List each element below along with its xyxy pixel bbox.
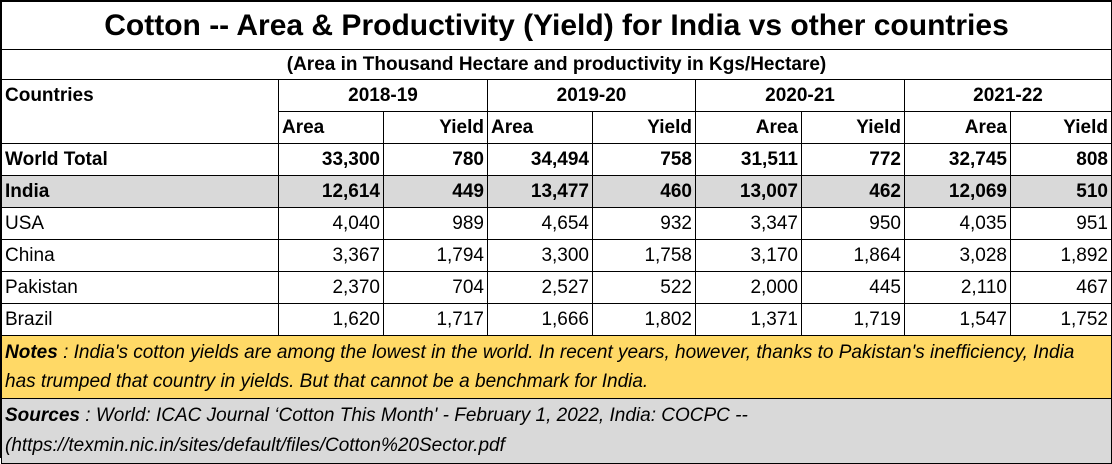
value-cell: 34,494: [487, 143, 593, 176]
value-cell: 950: [801, 207, 905, 240]
value-cell: 1,758: [592, 239, 696, 272]
value-cell: 780: [383, 143, 488, 176]
value-cell: 467: [1010, 271, 1112, 304]
country-cell: India: [1, 175, 279, 208]
value-cell: 13,477: [487, 175, 593, 208]
country-cell: China: [1, 239, 279, 272]
value-cell: 522: [592, 271, 696, 304]
countries-header: Countries: [1, 79, 279, 112]
sources-text: : World: ICAC Journal ‘Cotton This Month…: [5, 405, 748, 456]
value-cell: 462: [801, 175, 905, 208]
year-header-2019-20: 2019-20: [487, 79, 696, 112]
value-cell: 1,752: [1010, 303, 1112, 336]
yield-header: Yield: [383, 111, 488, 144]
table-row: China 3,367 1,794 3,300 1,758 3,170 1,86…: [1, 239, 1112, 272]
table-row: USA 4,040 989 4,654 932 3,347 950 4,035 …: [1, 207, 1112, 240]
countries-header-spacer: [1, 111, 279, 144]
table-row: Brazil 1,620 1,717 1,666 1,802 1,371 1,7…: [1, 303, 1112, 336]
value-cell: 3,028: [904, 239, 1011, 272]
table-row: World Total 33,300 780 34,494 758 31,511…: [1, 143, 1112, 176]
value-cell: 33,300: [278, 143, 384, 176]
country-cell: World Total: [1, 143, 279, 176]
value-cell: 13,007: [695, 175, 802, 208]
value-cell: 989: [383, 207, 488, 240]
yield-header: Yield: [801, 111, 905, 144]
country-cell: Brazil: [1, 303, 279, 336]
value-cell: 951: [1010, 207, 1112, 240]
value-cell: 1,892: [1010, 239, 1112, 272]
notes-block: Notes : India's cotton yields are among …: [1, 335, 1112, 399]
value-cell: 2,527: [487, 271, 593, 304]
value-cell: 12,069: [904, 175, 1011, 208]
value-cell: 3,347: [695, 207, 802, 240]
value-cell: 1,802: [592, 303, 696, 336]
area-header: Area: [695, 111, 802, 144]
year-header-2020-21: 2020-21: [695, 79, 905, 112]
year-header-2021-22: 2021-22: [904, 79, 1112, 112]
sources-label: Sources: [5, 405, 80, 426]
value-cell: 32,745: [904, 143, 1011, 176]
value-cell: 4,035: [904, 207, 1011, 240]
value-cell: 1,666: [487, 303, 593, 336]
value-cell: 1,717: [383, 303, 488, 336]
table-subtitle: (Area in Thousand Hectare and productivi…: [1, 49, 1112, 80]
value-cell: 3,300: [487, 239, 593, 272]
value-cell: 1,719: [801, 303, 905, 336]
area-header: Area: [487, 111, 593, 144]
value-cell: 1,371: [695, 303, 802, 336]
year-header-2018-19: 2018-19: [278, 79, 488, 112]
value-cell: 3,367: [278, 239, 384, 272]
value-cell: 758: [592, 143, 696, 176]
value-cell: 4,654: [487, 207, 593, 240]
value-cell: 460: [592, 175, 696, 208]
value-cell: 1,794: [383, 239, 488, 272]
value-cell: 31,511: [695, 143, 802, 176]
area-header: Area: [278, 111, 384, 144]
value-cell: 3,170: [695, 239, 802, 272]
yield-header: Yield: [1010, 111, 1112, 144]
value-cell: 2,110: [904, 271, 1011, 304]
value-cell: 449: [383, 175, 488, 208]
table-title: Cotton -- Area & Productivity (Yield) fo…: [1, 1, 1112, 50]
value-cell: 1,547: [904, 303, 1011, 336]
country-cell: Pakistan: [1, 271, 279, 304]
area-header: Area: [904, 111, 1011, 144]
value-cell: 704: [383, 271, 488, 304]
value-cell: 1,620: [278, 303, 384, 336]
notes-text: : India's cotton yields are among the lo…: [5, 342, 1075, 392]
value-cell: 445: [801, 271, 905, 304]
value-cell: 12,614: [278, 175, 384, 208]
sources-block: Sources : World: ICAC Journal ‘Cotton Th…: [1, 398, 1112, 464]
table-row-india: India 12,614 449 13,477 460 13,007 462 1…: [1, 175, 1112, 208]
value-cell: 4,040: [278, 207, 384, 240]
notes-label: Notes: [5, 342, 58, 363]
value-cell: 1,864: [801, 239, 905, 272]
value-cell: 932: [592, 207, 696, 240]
value-cell: 2,000: [695, 271, 802, 304]
value-cell: 2,370: [278, 271, 384, 304]
value-cell: 808: [1010, 143, 1112, 176]
table-row: Pakistan 2,370 704 2,527 522 2,000 445 2…: [1, 271, 1112, 304]
value-cell: 510: [1010, 175, 1112, 208]
yield-header: Yield: [592, 111, 696, 144]
value-cell: 772: [801, 143, 905, 176]
country-cell: USA: [1, 207, 279, 240]
